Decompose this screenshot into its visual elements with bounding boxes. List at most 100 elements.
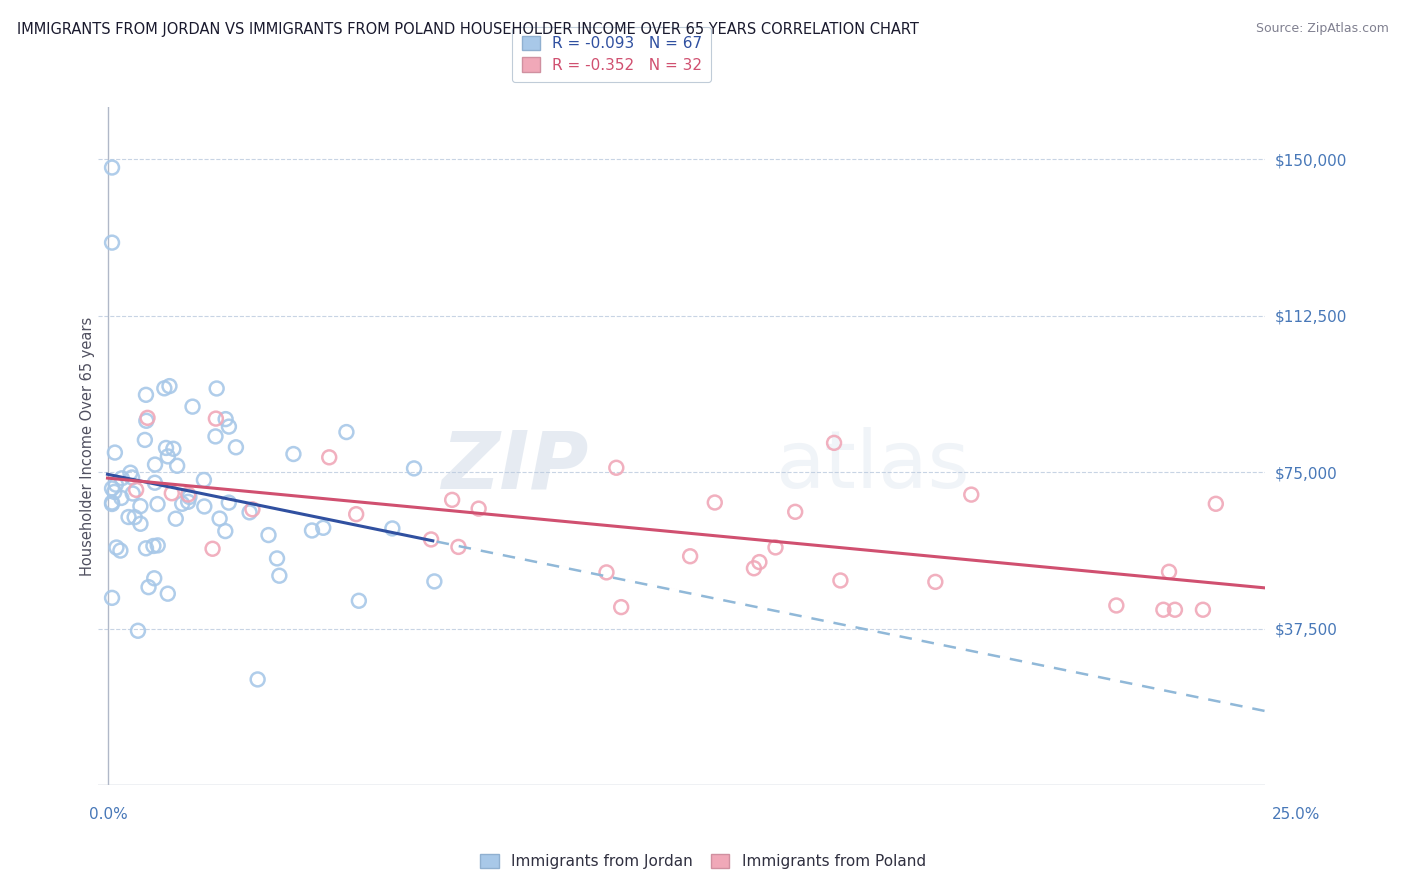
Legend: R = -0.093   N = 67, R = -0.352   N = 32: R = -0.093 N = 67, R = -0.352 N = 32	[512, 27, 711, 82]
Point	[179, 490, 201, 504]
Point	[165, 512, 187, 526]
Point	[101, 482, 124, 496]
Point	[103, 484, 125, 499]
Point	[420, 533, 443, 547]
Point	[101, 161, 124, 175]
Point	[101, 591, 124, 605]
Point	[146, 538, 169, 552]
Point	[238, 505, 260, 519]
Point	[105, 541, 128, 555]
Point	[742, 561, 765, 575]
Point	[703, 495, 725, 509]
Point	[467, 501, 489, 516]
Point	[129, 499, 152, 513]
Point	[193, 500, 215, 514]
Point	[225, 440, 247, 454]
Point	[143, 458, 166, 472]
Point	[679, 549, 702, 564]
Point	[172, 497, 194, 511]
Point	[1192, 603, 1215, 617]
Point	[347, 594, 370, 608]
Y-axis label: Householder Income Over 65 years: Householder Income Over 65 years	[80, 317, 94, 575]
Text: 0.0%: 0.0%	[89, 807, 128, 822]
Point	[205, 382, 228, 396]
Point	[135, 414, 157, 428]
Point	[142, 539, 165, 553]
Point	[924, 574, 946, 589]
Point	[177, 495, 200, 509]
Point	[441, 492, 464, 507]
Point	[110, 491, 132, 505]
Point	[1157, 565, 1180, 579]
Point	[104, 445, 127, 459]
Point	[312, 521, 335, 535]
Point	[136, 410, 159, 425]
Point	[127, 624, 149, 638]
Point	[146, 497, 169, 511]
Point	[155, 441, 177, 455]
Point	[129, 516, 152, 531]
Point	[605, 460, 627, 475]
Point	[201, 541, 224, 556]
Point	[135, 541, 157, 556]
Point	[204, 429, 226, 443]
Point	[748, 555, 770, 569]
Point	[610, 600, 633, 615]
Point	[181, 400, 204, 414]
Point	[823, 435, 845, 450]
Point	[101, 497, 124, 511]
Point	[101, 235, 124, 250]
Point	[177, 487, 200, 501]
Point	[156, 450, 179, 464]
Point	[595, 566, 617, 580]
Point	[266, 551, 288, 566]
Point	[153, 381, 176, 395]
Point	[1164, 603, 1187, 617]
Point	[301, 524, 323, 538]
Text: ZIP: ZIP	[441, 427, 589, 506]
Text: IMMIGRANTS FROM JORDAN VS IMMIGRANTS FROM POLAND HOUSEHOLDER INCOME OVER 65 YEAR: IMMIGRANTS FROM JORDAN VS IMMIGRANTS FRO…	[17, 22, 918, 37]
Point	[830, 574, 852, 588]
Point	[344, 507, 367, 521]
Point	[214, 412, 236, 426]
Point	[447, 540, 470, 554]
Point	[159, 379, 181, 393]
Point	[124, 510, 146, 524]
Point	[269, 568, 291, 582]
Point	[110, 543, 132, 558]
Point	[193, 473, 215, 487]
Point	[143, 475, 166, 490]
Point	[242, 502, 264, 516]
Point	[257, 528, 280, 542]
Point	[423, 574, 446, 589]
Point	[208, 511, 231, 525]
Point	[765, 541, 787, 555]
Point	[125, 483, 148, 497]
Text: Source: ZipAtlas.com: Source: ZipAtlas.com	[1256, 22, 1389, 36]
Point	[104, 477, 127, 491]
Point	[205, 411, 228, 425]
Legend: Immigrants from Jordan, Immigrants from Poland: Immigrants from Jordan, Immigrants from …	[474, 847, 932, 875]
Point	[1205, 497, 1227, 511]
Point	[138, 580, 160, 594]
Text: atlas: atlas	[775, 427, 970, 506]
Point	[117, 510, 139, 524]
Point	[135, 388, 157, 402]
Point	[402, 461, 425, 475]
Point	[318, 450, 340, 465]
Point	[214, 524, 236, 538]
Point	[1152, 603, 1174, 617]
Point	[121, 486, 143, 500]
Point	[101, 495, 124, 509]
Point	[218, 496, 240, 510]
Point	[160, 486, 183, 500]
Point	[162, 442, 184, 456]
Point	[143, 571, 166, 585]
Point	[166, 458, 188, 473]
Point	[335, 425, 357, 439]
Point	[381, 521, 404, 535]
Point	[121, 470, 143, 484]
Point	[111, 471, 134, 485]
Point	[785, 505, 807, 519]
Point	[960, 487, 983, 501]
